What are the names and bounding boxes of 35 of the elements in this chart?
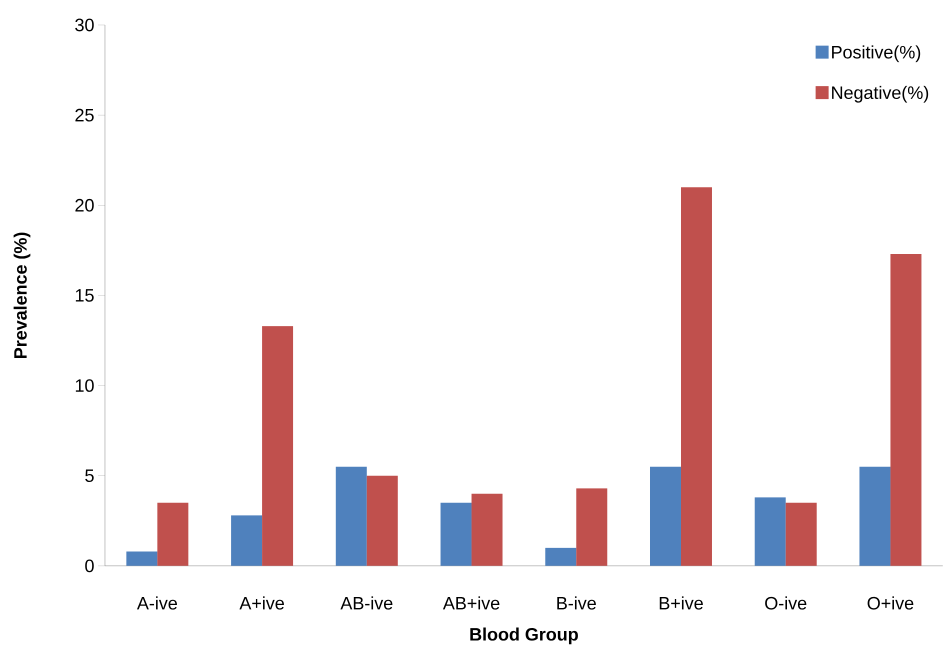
- bar: [545, 548, 576, 566]
- y-axis-title: Prevalence (%): [14, 232, 30, 358]
- bar: [786, 503, 817, 566]
- bar: [890, 254, 922, 566]
- y-tick-label: 20: [75, 199, 94, 212]
- bar: [157, 503, 188, 566]
- bar: [126, 552, 158, 566]
- bar: [859, 466, 890, 566]
- y-tick-label: 0: [85, 560, 94, 572]
- y-tick-label: 10: [76, 379, 94, 392]
- bar: [440, 503, 472, 566]
- bar: [576, 488, 608, 566]
- x-tick-label: A+ive: [239, 596, 284, 610]
- x-tick-label: O-ive: [765, 596, 806, 610]
- legend-label: Positive(%): [832, 46, 920, 62]
- bar: [262, 326, 294, 566]
- y-tick-label: 15: [76, 289, 94, 302]
- x-tick-label: B-ive: [557, 596, 596, 610]
- x-axis-title: Blood Group: [470, 628, 578, 644]
- bar: [754, 498, 786, 566]
- legend-label: Negative(%): [832, 86, 928, 103]
- y-tick-label: 30: [75, 18, 94, 32]
- bar: [231, 516, 262, 566]
- bar: [472, 494, 503, 566]
- bar: [336, 466, 367, 566]
- bar: [366, 476, 398, 566]
- x-tick-label: A-ive: [136, 596, 177, 610]
- y-tick-label: 5: [85, 470, 94, 482]
- y-tick-label: 25: [75, 109, 94, 122]
- x-tick-label: B+ive: [660, 596, 703, 610]
- x-tick-label: O+ive: [868, 596, 914, 610]
- x-tick-label: AB-ive: [340, 596, 392, 610]
- bar: [680, 187, 712, 566]
- x-tick-label: AB+ive: [442, 596, 500, 610]
- bar: [650, 466, 681, 566]
